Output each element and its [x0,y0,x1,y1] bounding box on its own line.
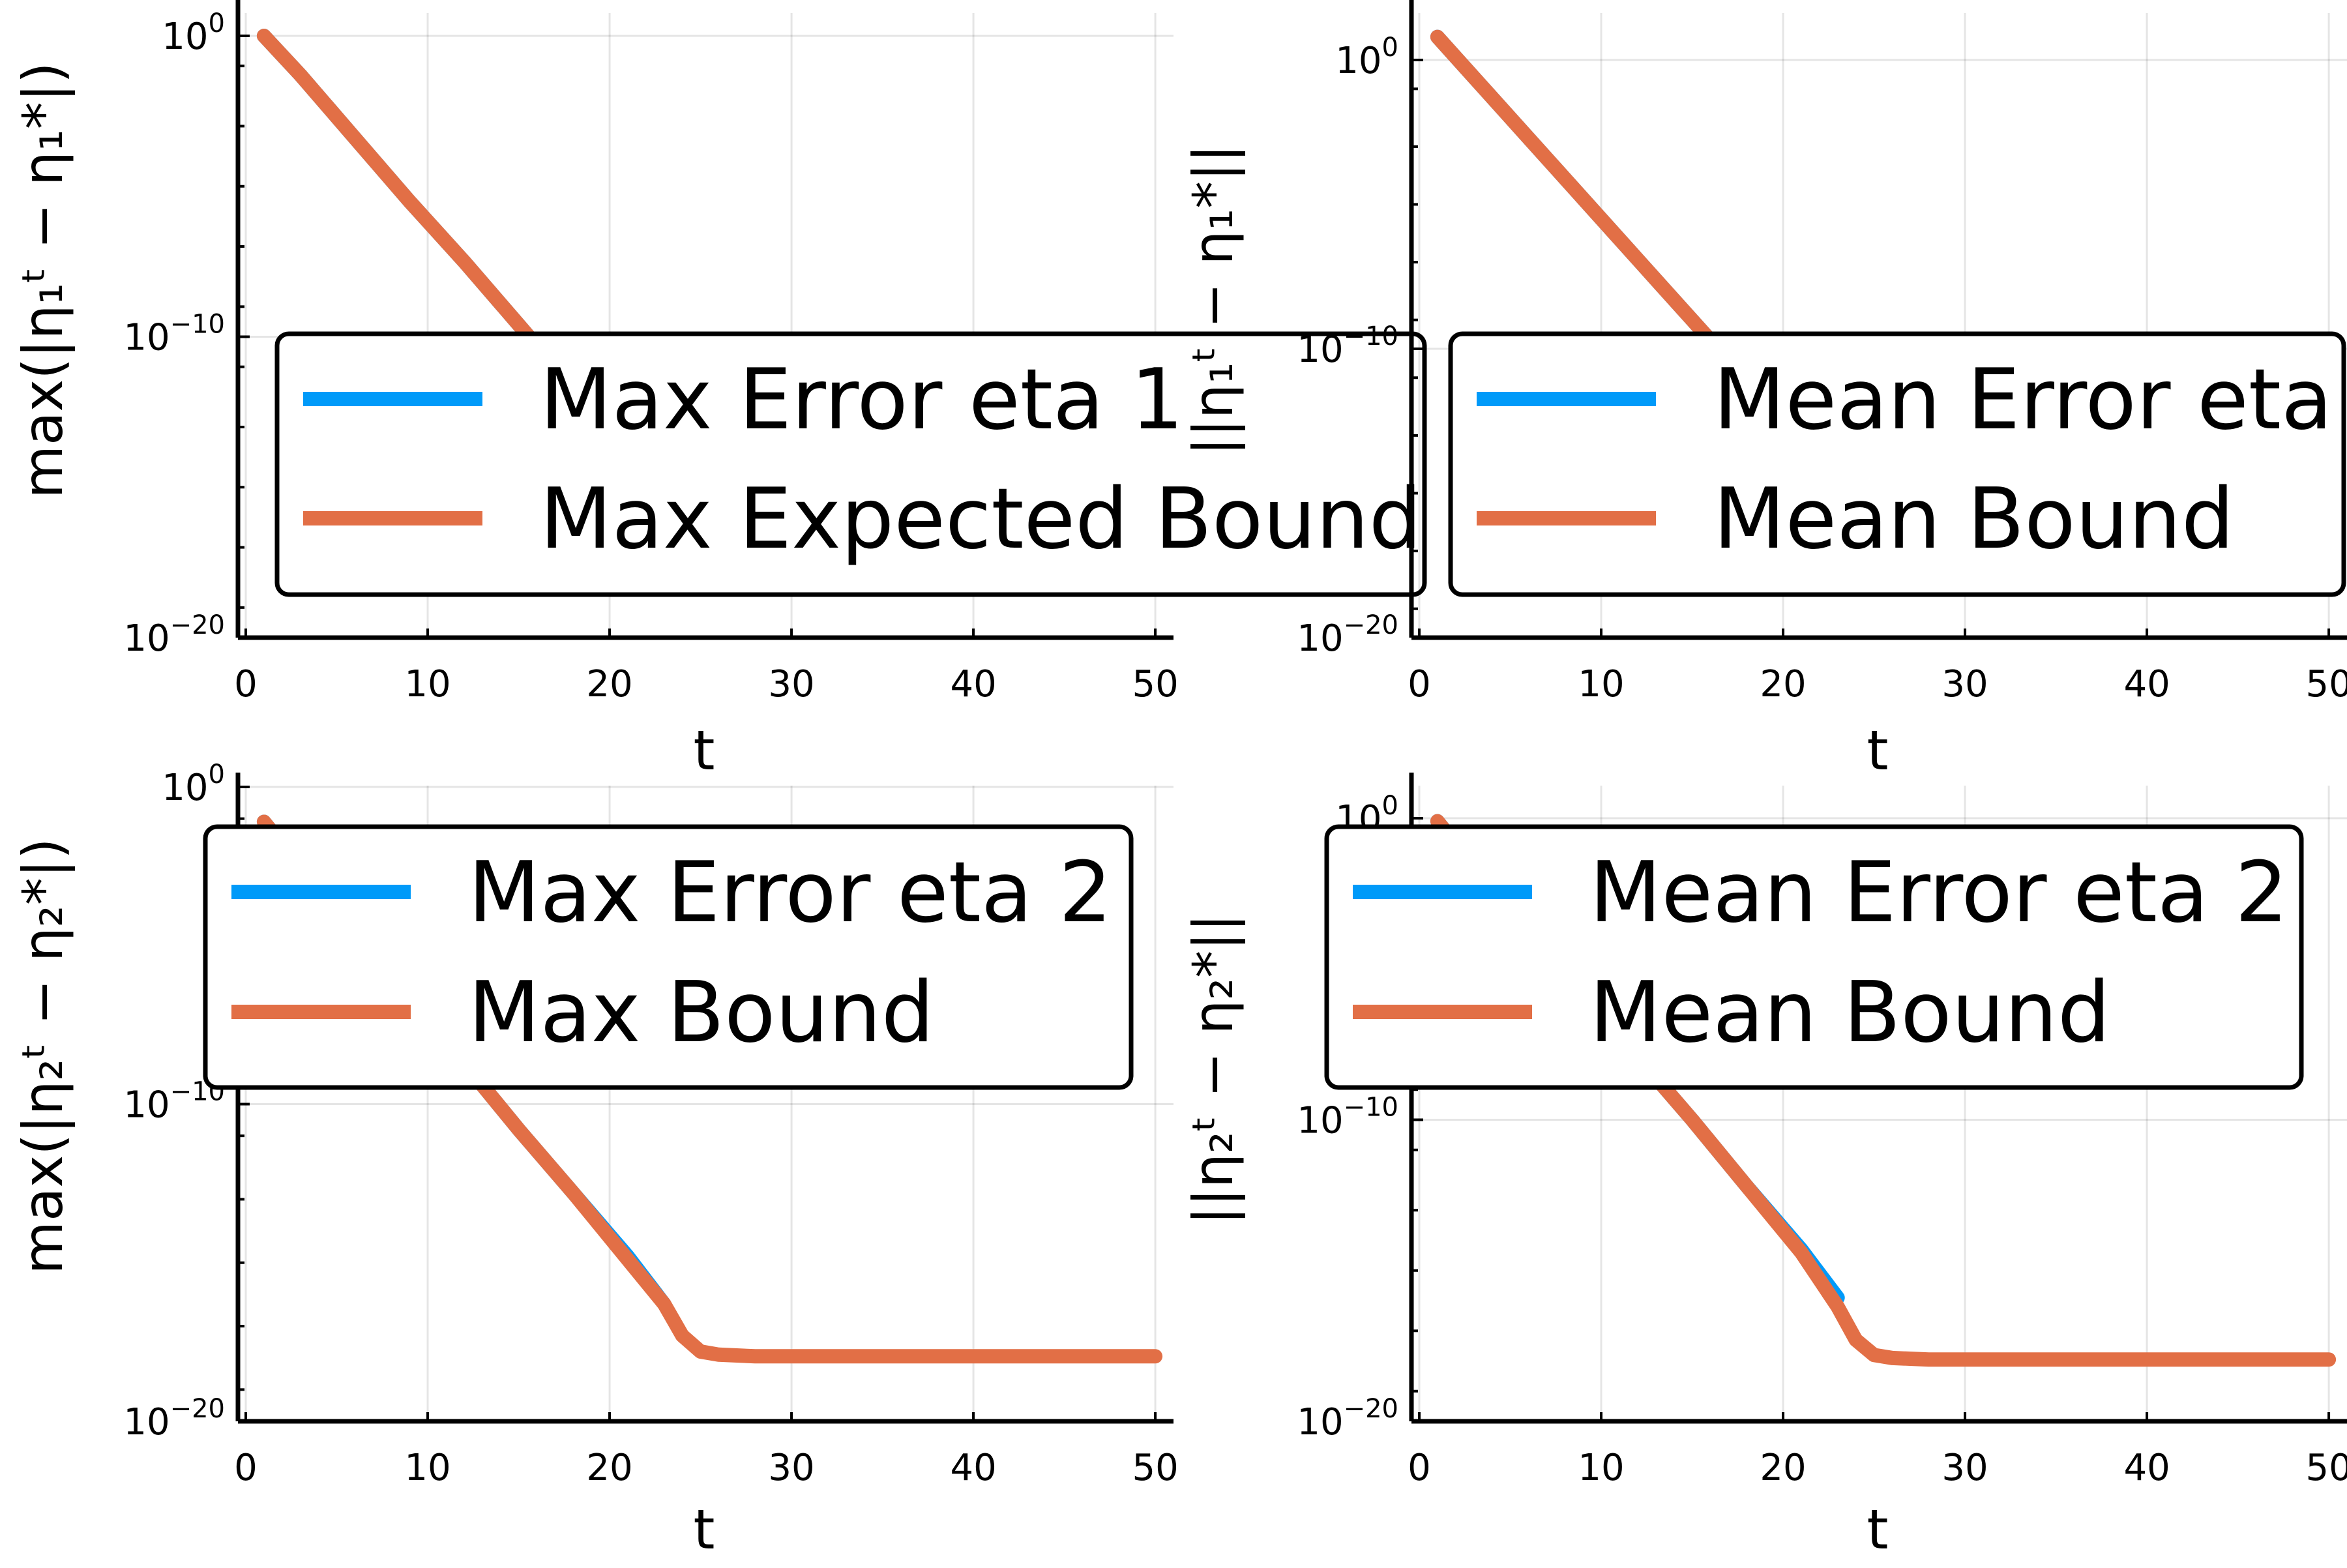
y-tick-exponent: −20 [1344,610,1398,640]
x-axis-label: t [694,1498,715,1561]
y-tick-label: 100 [1335,33,1398,82]
legend-entry: Max Error eta 1 [540,351,1184,449]
y-tick-base: 10 [1297,329,1343,371]
y-axis-label: max(|η₂ᵗ − η₂*|) [11,838,75,1275]
legend-entry: Max Expected Bound [540,471,1422,568]
legend-entry: Max Bound [468,964,934,1061]
legend-entry: Mean Bound [1713,471,2234,568]
x-tick-label: 40 [2123,1447,2170,1489]
legend: Mean Error eta Mean Bound [1448,331,2346,597]
y-axis-label: max(|η₁ᵗ − η₁*|) [11,62,75,499]
x-tick-label: 50 [2305,1447,2347,1489]
x-tick-label: 0 [1408,1447,1431,1489]
x-tick-label: 10 [404,663,450,705]
legend-box [274,331,1427,597]
x-tick-label: 20 [1760,663,1806,705]
y-tick-base: 10 [162,767,208,809]
legend-box [1324,824,2304,1090]
legend: Mean Error eta 2 Mean Bound [1324,824,2304,1090]
y-tick-base: 10 [1297,617,1343,660]
x-tick-label: 20 [1760,1447,1806,1489]
x-tick-label: 50 [1132,1447,1178,1489]
y-tick-label: 10−10 [1297,1093,1398,1142]
x-tick-label: 10 [1578,663,1624,705]
y-tick-base: 10 [123,317,170,359]
x-tick-label: 30 [768,663,814,705]
legend-entry: Mean Error eta 2 [1589,844,2288,941]
y-tick-exponent: 0 [209,760,225,790]
y-axis-label: ||η₂ᵗ − η₂*|| [1181,913,1245,1225]
legend: Max Error eta 2 Max Bound [203,824,1134,1090]
y-tick-exponent: −10 [1344,321,1398,351]
y-tick-exponent: 0 [1382,33,1398,63]
x-tick-label: 40 [950,663,996,705]
legend: Max Error eta 1 Max Expected Bound [274,331,1427,597]
x-tick-label: 0 [234,1447,258,1489]
x-axis-label: t [1867,718,1889,782]
y-tick-exponent: −20 [1344,1394,1398,1424]
y-tick-base: 10 [123,1084,170,1127]
y-tick-label: 10−20 [1297,610,1398,660]
x-tick-label: 10 [404,1447,450,1489]
x-tick-label: 10 [1578,1447,1624,1489]
y-tick-base: 10 [123,617,170,660]
x-tick-label: 0 [1408,663,1431,705]
y-tick-base: 10 [1297,1100,1343,1142]
x-tick-label: 20 [586,663,632,705]
x-tick-label: 50 [2305,663,2347,705]
x-tick-label: 40 [2123,663,2170,705]
legend-entry: Mean Bound [1589,964,2110,1061]
y-tick-base: 10 [1297,1401,1343,1443]
x-tick-label: 40 [950,1447,996,1489]
y-axis-label: ||η₁ᵗ − η₁*|| [1181,144,1245,456]
y-tick-label: 100 [162,760,225,809]
y-tick-base: 10 [1335,40,1381,82]
y-tick-base: 10 [123,1401,170,1443]
x-axis-label: t [694,718,715,782]
y-tick-exponent: 0 [209,8,225,38]
x-tick-label: 0 [234,663,258,705]
y-tick-label: 10−20 [123,610,225,660]
x-axis-label: t [1867,1498,1889,1561]
legend-box [203,824,1134,1090]
x-tick-label: 30 [1941,1447,1988,1489]
x-tick-label: 20 [586,1447,632,1489]
y-tick-exponent: −10 [1344,1093,1398,1123]
y-tick-base: 10 [162,16,208,58]
y-tick-exponent: −10 [170,310,225,340]
y-tick-label: 10−20 [1297,1394,1398,1443]
x-tick-label: 30 [768,1447,814,1489]
legend-box [1448,331,2346,597]
legend-entry: Mean Error eta [1713,351,2333,449]
y-tick-exponent: −20 [170,610,225,640]
x-tick-label: 50 [1132,663,1178,705]
x-tick-label: 30 [1941,663,1988,705]
y-tick-exponent: −20 [170,1394,225,1424]
y-tick-label: 10−10 [1297,321,1398,371]
legend-entry: Max Error eta 2 [468,844,1112,941]
y-tick-label: 10−20 [123,1394,225,1443]
y-tick-label: 10−10 [123,310,225,359]
y-tick-exponent: 0 [1382,791,1398,821]
y-tick-label: 100 [162,8,225,58]
